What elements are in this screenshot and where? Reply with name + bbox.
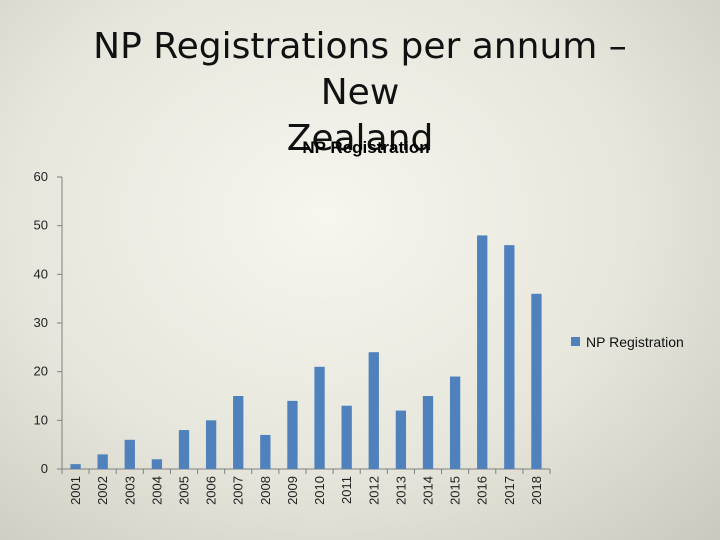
x-tick-label: 2016 [475,476,490,505]
x-tick-label: 2004 [149,476,164,505]
legend: NP Registration [571,334,684,350]
x-tick-label: 2015 [448,476,463,505]
bar [205,420,217,469]
bar [531,293,542,469]
y-tick-label: 0 [41,461,48,476]
bar [287,400,298,469]
bar [151,459,163,469]
legend-swatch [571,337,580,346]
x-tick-label: 2014 [421,476,436,505]
bar [314,366,325,469]
y-tick-label: 10 [34,412,48,427]
x-tick-label: 2010 [312,476,327,505]
bar [368,352,379,469]
bar [449,376,461,469]
x-tick-label: 2007 [231,476,246,505]
x-tick-label: 2017 [502,476,517,505]
x-tick-label: 2011 [339,476,354,504]
bar [477,235,488,469]
x-tick-label: 2009 [285,476,300,505]
bar [504,245,515,469]
y-tick-label: 50 [34,218,48,233]
slide-title-line-1: NP Registrations per annum – New [93,26,627,113]
bar [178,430,190,469]
x-tick-label: 2018 [529,476,544,505]
x-tick-label: 2005 [177,476,192,505]
bar-series [70,235,542,469]
bar [70,464,81,469]
x-tick-label: 2003 [122,476,137,505]
chart-title: NP Registration [302,138,429,157]
bar [233,396,244,469]
x-tick-label: 2006 [204,476,219,505]
slide-title: NP Registrations per annum – New Zealand [60,24,660,162]
bar [341,405,352,469]
x-tick-label: 2002 [95,476,110,505]
x-tick-label: 2013 [393,476,408,505]
y-tick-label: 30 [34,315,48,330]
x-tick-label: 2012 [366,476,381,505]
y-tick-label: 40 [34,266,48,281]
bar [97,454,108,469]
bar [124,439,135,469]
x-tick-label: 2001 [68,476,83,505]
y-axis: 0 10 20 30 40 50 60 [34,169,63,476]
bar [422,396,434,469]
x-axis: 2001 2002 2003 2004 2005 2006 2007 2008 2009 2010… [61,468,551,505]
bar [260,434,271,469]
bar [395,410,407,469]
y-tick-label: 20 [34,364,48,379]
legend-label: NP Registration [586,334,684,350]
y-tick-label: 60 [34,169,48,184]
x-tick-label: 2008 [258,476,273,505]
slide-title-line-2: Zealand [286,118,434,159]
